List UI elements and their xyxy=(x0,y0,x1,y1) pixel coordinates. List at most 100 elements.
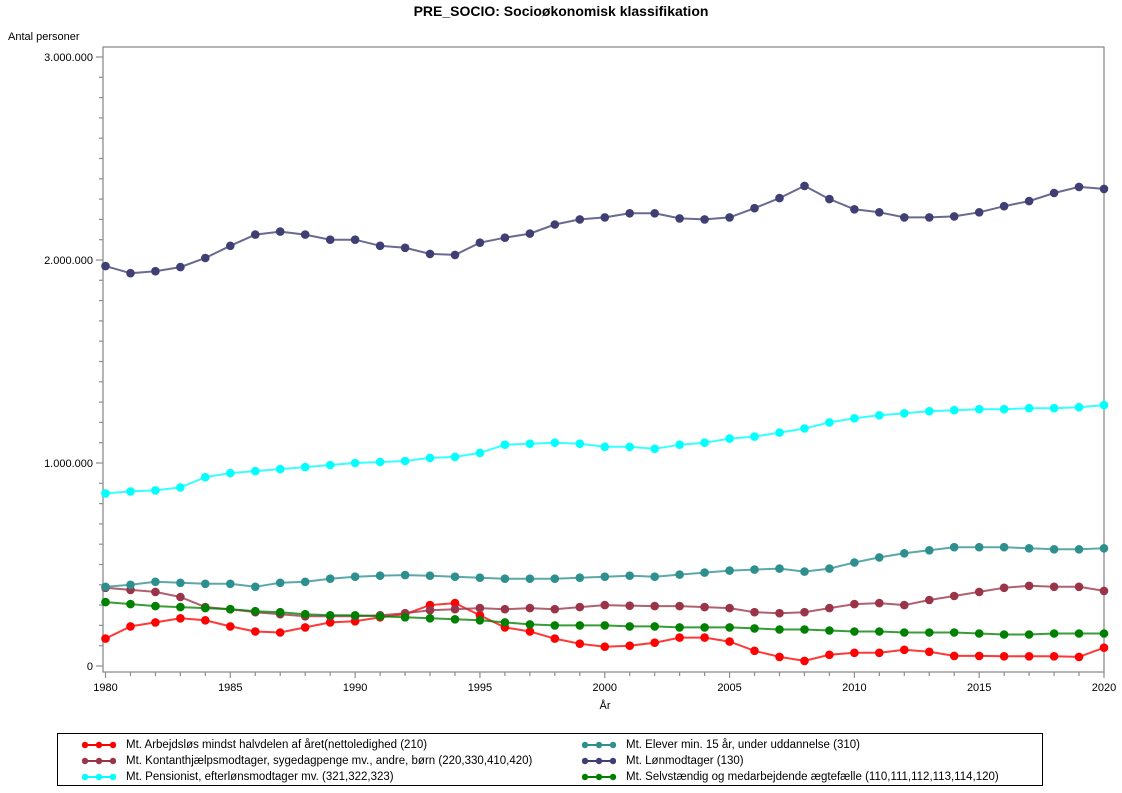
legend-item: Mt. Pensionist, efterlønsmodtager mv. (3… xyxy=(82,769,532,785)
data-point-marker xyxy=(700,623,709,632)
x-axis-label: År xyxy=(599,700,611,712)
data-point-marker xyxy=(850,205,859,214)
data-point-marker xyxy=(625,442,634,452)
data-point-marker xyxy=(700,215,709,224)
x-axis: 1980 1985 1990 1995 2000 2005 2010 2015 2020 xyxy=(93,672,1116,694)
series-4 xyxy=(101,181,1109,278)
data-point-marker xyxy=(500,574,510,583)
data-point-marker xyxy=(825,626,834,635)
data-point-marker xyxy=(375,241,385,251)
plot-frame xyxy=(102,46,1105,673)
data-point-marker xyxy=(450,604,460,614)
x-tick-label: 2000 xyxy=(593,682,617,694)
data-point-marker xyxy=(625,622,634,631)
data-point-marker xyxy=(350,572,360,581)
data-point-marker xyxy=(600,442,610,452)
data-point-marker xyxy=(850,414,859,423)
series-5 xyxy=(101,597,1109,639)
data-point-marker xyxy=(625,641,634,650)
data-point-marker xyxy=(475,238,485,247)
data-point-marker xyxy=(999,404,1009,414)
data-point-marker xyxy=(151,601,160,611)
data-point-marker xyxy=(525,229,535,238)
data-point-marker xyxy=(700,633,709,642)
data-point-marker xyxy=(126,580,135,590)
series-2 xyxy=(101,400,1109,498)
data-point-marker xyxy=(800,607,809,617)
data-point-marker xyxy=(350,235,360,244)
data-point-marker xyxy=(400,243,410,253)
data-point-marker xyxy=(850,648,859,658)
data-point-marker xyxy=(974,404,984,414)
chart-title: PRE_SOCIO: Socioøkonomisk klassifikation xyxy=(413,3,709,19)
data-point-marker xyxy=(525,574,535,583)
x-tick-label: 2005 xyxy=(717,682,741,694)
data-point-marker xyxy=(525,620,535,629)
data-point-marker xyxy=(725,434,734,443)
data-point-marker xyxy=(700,602,709,612)
legend-marker-icon xyxy=(582,757,616,765)
data-point-marker xyxy=(625,571,634,580)
data-point-marker xyxy=(450,452,460,462)
data-point-marker xyxy=(999,630,1009,639)
data-point-marker xyxy=(300,609,310,619)
x-tick-label: 2015 xyxy=(967,682,991,694)
data-point-marker xyxy=(700,568,709,577)
data-point-marker xyxy=(850,558,859,567)
data-point-marker xyxy=(201,472,210,482)
x-tick-label: 2020 xyxy=(1092,682,1116,694)
data-point-marker xyxy=(1024,630,1034,639)
legend-dot xyxy=(95,757,103,765)
data-point-marker xyxy=(1099,629,1109,638)
data-point-marker xyxy=(675,440,684,450)
data-point-marker xyxy=(974,651,984,661)
data-point-marker xyxy=(500,618,510,627)
legend-label: Mt. Lønmodtager (130) xyxy=(626,755,744,767)
data-point-marker xyxy=(1049,582,1059,592)
legend-dot xyxy=(109,773,116,781)
data-point-marker xyxy=(650,622,659,631)
data-point-marker xyxy=(325,235,335,244)
legend-dot xyxy=(582,741,589,749)
data-point-marker xyxy=(350,611,360,620)
y-tick-label: 0 xyxy=(87,661,93,673)
data-point-marker xyxy=(800,567,809,576)
x-tick-label: 1995 xyxy=(468,682,492,694)
data-point-marker xyxy=(625,601,634,610)
data-point-marker xyxy=(425,605,435,615)
data-point-marker xyxy=(974,587,984,597)
data-point-marker xyxy=(675,623,684,632)
legend-dot xyxy=(582,757,589,765)
data-point-marker xyxy=(176,578,185,588)
data-point-marker xyxy=(800,424,809,433)
legend-dot xyxy=(582,773,589,781)
data-point-marker xyxy=(450,615,460,624)
data-point-marker xyxy=(400,613,410,622)
data-point-marker xyxy=(600,213,610,222)
data-point-marker xyxy=(925,546,934,555)
data-point-marker xyxy=(550,574,560,583)
data-point-marker xyxy=(475,573,485,582)
legend-item: Mt. Arbejdsløs mindst halvdelen af året(… xyxy=(82,737,532,753)
y-axis-label: Antal personer xyxy=(8,31,80,43)
legend: Mt. Arbejdsløs mindst halvdelen af året(… xyxy=(57,733,1043,786)
data-point-marker xyxy=(800,181,809,191)
x-tick-label: 1985 xyxy=(218,682,242,694)
legend-label: Mt. Elever min. 15 år, under uddannelse … xyxy=(626,739,860,751)
data-point-marker xyxy=(825,418,834,427)
data-point-marker xyxy=(775,428,784,437)
data-point-marker xyxy=(949,542,959,552)
legend-dot xyxy=(609,757,616,765)
data-point-marker xyxy=(850,599,859,609)
data-point-marker xyxy=(300,623,310,632)
data-point-marker xyxy=(600,600,610,610)
data-point-marker xyxy=(600,621,610,630)
legend-dot xyxy=(609,741,616,749)
legend-marker-icon xyxy=(582,773,616,781)
x-tick-label: 1990 xyxy=(343,682,367,694)
series-3 xyxy=(101,542,1109,592)
line-chart: 0 1.000.000 2.000.000 3.000.000 1980 1985 199… xyxy=(44,46,1116,694)
legend-dot xyxy=(95,741,103,749)
data-point-marker xyxy=(974,629,984,638)
